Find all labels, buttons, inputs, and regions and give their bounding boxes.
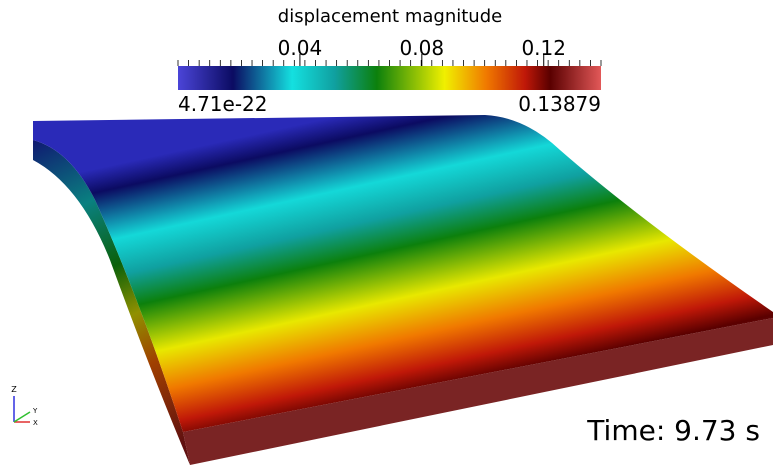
range-label: 4.71e-22 (178, 92, 268, 116)
orientation-axes: Z Y X (11, 385, 38, 427)
color-legend: displacement magnitude 0.04 0.08 0.12 4.71e… (177, 6, 602, 116)
time-label: Time: 9.73 s (586, 414, 760, 447)
y-axis (13, 411, 31, 423)
z-label: Z (11, 385, 17, 394)
tick-label: 0.04 (278, 36, 323, 60)
plate-front (183, 318, 773, 465)
y-label: Y (32, 407, 38, 415)
legend-title: displacement magnitude (278, 6, 502, 27)
plate-top (33, 115, 773, 432)
tick-label: 0.12 (521, 36, 566, 60)
color-bar (178, 66, 601, 90)
plate (33, 115, 773, 465)
tick-label: 0.08 (400, 36, 445, 60)
x-label: X (33, 419, 38, 427)
range-label: 0.13879 (518, 92, 601, 116)
